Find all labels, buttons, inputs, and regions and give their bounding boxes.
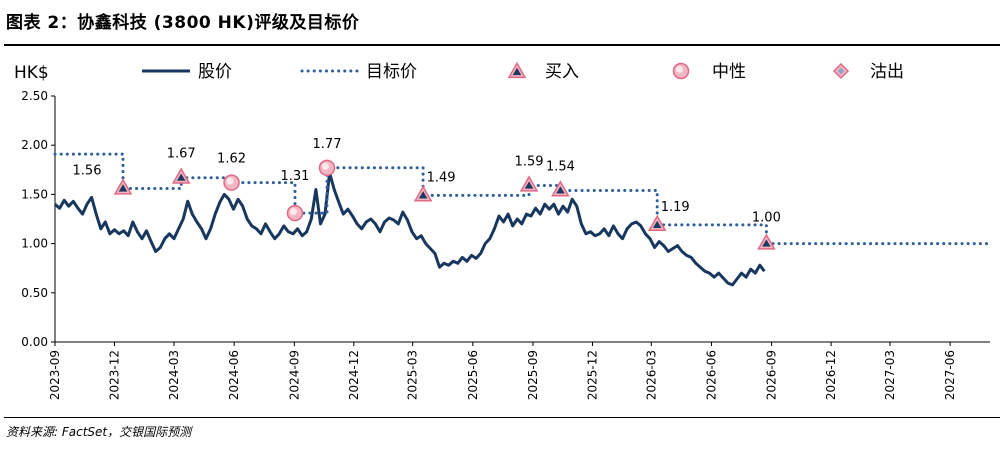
x-tick-label: 2025-09 <box>526 350 540 400</box>
buy-marker-core <box>762 239 771 247</box>
data-label: 1.56 <box>73 163 102 178</box>
x-tick-label: 2027-03 <box>883 350 897 400</box>
source-note: 资料来源: FactSet，交银国际预测 <box>6 425 192 439</box>
y-unit-label: HK$ <box>14 63 49 83</box>
chart-title: 图表 2：协鑫科技 (3800 HK)评级及目标价 <box>6 13 360 33</box>
buy-marker-core <box>418 191 428 199</box>
buy-marker-core <box>118 184 128 192</box>
data-label: 1.31 <box>280 169 309 184</box>
buy-marker-core <box>652 220 662 228</box>
series-layer <box>53 152 992 287</box>
rating-events-layer: 1.56 1.67 1.62 1.31 1.77 1.49 1.59 1.54 1.19 1.00 <box>73 137 781 250</box>
x-tick-label: 2025-03 <box>406 350 420 400</box>
legend-sell-label: 沽出 <box>870 62 904 82</box>
x-tick-label: 2025-12 <box>585 350 599 400</box>
data-label: 1.00 <box>752 211 781 226</box>
plot-area <box>54 96 990 343</box>
legend-buy-label: 买入 <box>545 62 579 82</box>
x-tick-label: 2023-12 <box>108 350 122 400</box>
y-tick-label: 1.00 <box>21 237 48 251</box>
x-tick-label: 2026-06 <box>704 350 718 400</box>
legend-target-label: 目标价 <box>366 62 417 82</box>
buy-marker-core <box>524 181 534 189</box>
x-axis: 2023-09 2023-12 2024-03 2024-06 2024-09 2024-… <box>48 342 957 400</box>
neutral-marker-highlight <box>289 208 297 216</box>
x-tick-label: 2024-03 <box>167 350 181 400</box>
legend-price-label: 股价 <box>198 62 232 82</box>
data-label: 1.77 <box>313 137 342 152</box>
x-tick-label: 2026-03 <box>644 350 658 400</box>
legend-buy-swatch-core <box>512 67 522 76</box>
data-label: 1.54 <box>546 159 575 174</box>
y-tick-label: 2.50 <box>21 89 48 103</box>
title-divider <box>4 44 1000 46</box>
x-tick-label: 2023-09 <box>48 350 62 400</box>
data-label: 1.67 <box>167 147 196 162</box>
x-tick-label: 2024-06 <box>227 350 241 400</box>
x-tick-label: 2027-06 <box>943 350 957 400</box>
buy-marker-core <box>176 173 186 181</box>
x-tick-label: 2024-09 <box>287 350 301 400</box>
legend-neutral-swatch-highlight <box>676 66 683 73</box>
legend: 股价 目标价 买入 中性 沽出 <box>142 61 904 82</box>
y-tick-label: 2.00 <box>21 138 48 152</box>
buy-marker-core <box>556 186 565 194</box>
data-label: 1.19 <box>661 200 690 215</box>
x-tick-label: 2026-09 <box>765 350 779 400</box>
rating-target-price-chart: HK$ 股价 目标价 买入 中性 沽出 0.00 0.50 1.00 1.50 2.00 2.50… <box>14 61 992 400</box>
y-axis: 0.00 0.50 1.00 1.50 2.00 2.50 <box>21 89 55 349</box>
y-tick-label: 1.50 <box>21 187 48 201</box>
data-label: 1.59 <box>515 155 544 170</box>
share-price-line <box>54 171 766 287</box>
neutral-marker-highlight <box>226 177 234 185</box>
data-label: 1.62 <box>217 152 246 167</box>
x-tick-label: 2026-12 <box>824 350 838 400</box>
legend-neutral-label: 中性 <box>712 62 746 82</box>
x-tick-label: 2025-06 <box>466 350 480 400</box>
source-divider <box>4 417 1000 418</box>
neutral-marker-highlight <box>322 162 329 170</box>
y-tick-label: 0.50 <box>21 286 48 300</box>
x-tick-label: 2024-12 <box>347 350 361 400</box>
data-label: 1.49 <box>427 170 456 185</box>
legend-sell-swatch-core <box>837 67 845 75</box>
y-tick-label: 0.00 <box>21 335 48 349</box>
